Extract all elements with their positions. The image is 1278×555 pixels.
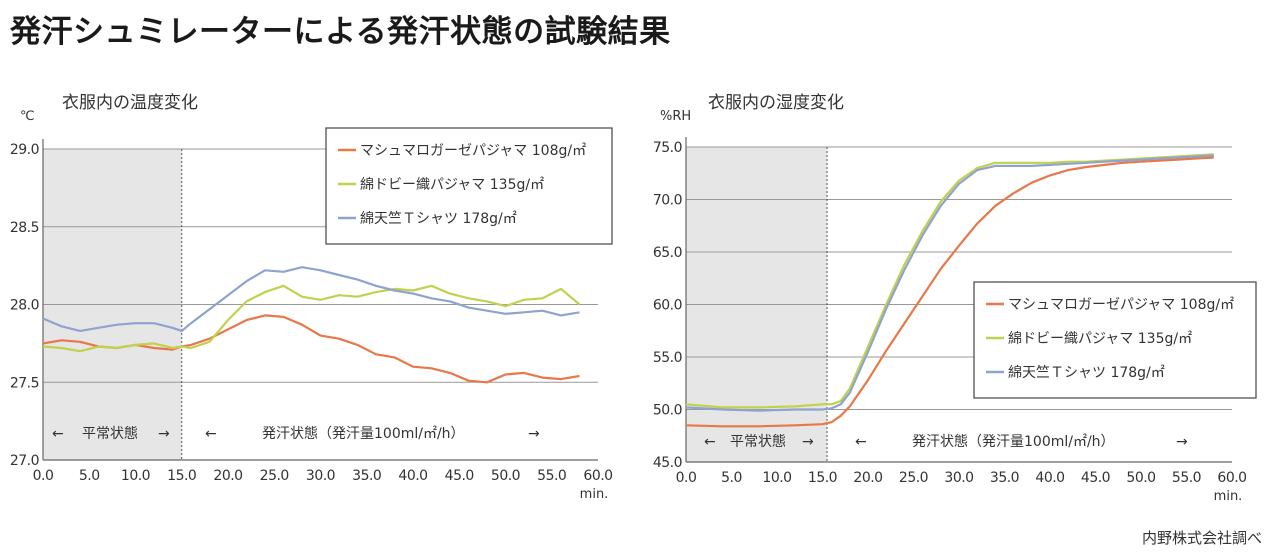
x-axis-label: min. xyxy=(580,487,609,502)
y-axis-label: %RH xyxy=(660,109,691,124)
series-line-3 xyxy=(685,154,1214,412)
chart-title: 衣服内の湿度変化 xyxy=(708,93,844,113)
arrow-right-icon: → xyxy=(802,434,814,450)
y-tick-label: 70.0 xyxy=(653,193,682,209)
legend-box xyxy=(325,127,613,245)
legend-label: 綿ドビー織パジャマ 135g/㎡ xyxy=(1008,331,1192,347)
arrow-left-icon: ← xyxy=(704,434,716,450)
y-tick-label: 75.0 xyxy=(653,140,682,156)
y-tick-label: 28.5 xyxy=(10,220,39,236)
x-tick-label: 40.0 xyxy=(398,468,427,484)
x-tick-label: 50.0 xyxy=(1126,470,1155,486)
x-tick-label: 5.0 xyxy=(721,470,742,486)
y-axis-label: ℃ xyxy=(20,109,35,124)
x-tick-label: 25.0 xyxy=(899,470,928,486)
x-tick-label: 15.0 xyxy=(808,470,837,486)
x-tick-label: 10.0 xyxy=(121,468,150,484)
x-tick-label: 40.0 xyxy=(1035,470,1064,486)
legend-label: 綿天竺Ｔシャツ 178g/㎡ xyxy=(1008,365,1165,381)
x-tick-label: 15.0 xyxy=(167,468,196,484)
x-tick-label: 60.0 xyxy=(1217,470,1246,486)
arrow-left-icon: ← xyxy=(52,426,64,442)
x-tick-label: 55.0 xyxy=(1172,470,1201,486)
arrow-right-icon: → xyxy=(1176,434,1188,450)
page-title: 発汗シュミレーターによる発汗状態の試験結果 xyxy=(10,14,671,50)
arrow-right-icon: → xyxy=(158,426,170,442)
y-tick-label: 55.0 xyxy=(653,350,682,366)
y-tick-label: 45.0 xyxy=(653,455,682,471)
y-tick-label: 65.0 xyxy=(653,245,682,261)
y-tick-label: 29.0 xyxy=(10,142,39,158)
y-tick-label: 27.5 xyxy=(10,375,39,391)
x-tick-label: 45.0 xyxy=(1081,470,1110,486)
y-tick-label: 60.0 xyxy=(653,298,682,314)
x-tick-label: 0.0 xyxy=(33,468,54,484)
x-tick-label: 0.0 xyxy=(676,470,697,486)
legend-label: マシュマロガーゼパジャマ 108g/㎡ xyxy=(360,143,586,159)
x-tick-label: 50.0 xyxy=(491,468,520,484)
x-tick-label: 20.0 xyxy=(213,468,242,484)
y-tick-label: 50.0 xyxy=(653,403,682,419)
x-tick-label: 30.0 xyxy=(306,468,335,484)
legend-label: 綿天竺Ｔシャツ 178g/㎡ xyxy=(360,211,517,227)
x-tick-label: 10.0 xyxy=(762,470,791,486)
y-tick-label: 28.0 xyxy=(10,298,39,314)
x-tick-label: 20.0 xyxy=(853,470,882,486)
arrow-right-icon: → xyxy=(528,426,540,442)
x-tick-label: 35.0 xyxy=(352,468,381,484)
arrow-left-icon: ← xyxy=(855,434,867,450)
sweat-phase-label: 発汗状態（発汗量100ml/㎡/h） xyxy=(912,434,1115,450)
legend-label: 綿ドビー織パジャマ 135g/㎡ xyxy=(360,177,544,193)
x-axis-label: min. xyxy=(1214,489,1243,504)
chart-title: 衣服内の温度変化 xyxy=(62,93,198,113)
legend-box xyxy=(973,281,1257,399)
x-tick-label: 60.0 xyxy=(583,468,612,484)
x-tick-label: 30.0 xyxy=(944,470,973,486)
normal-phase-label: 平常状態 xyxy=(82,426,138,442)
sweat-phase-label: 発汗状態（発汗量100ml/㎡/h） xyxy=(262,426,465,442)
x-tick-label: 25.0 xyxy=(260,468,289,484)
x-tick-label: 35.0 xyxy=(990,470,1019,486)
arrow-left-icon: ← xyxy=(205,426,217,442)
y-tick-label: 27.0 xyxy=(10,453,39,469)
x-tick-label: 45.0 xyxy=(445,468,474,484)
legend-label: マシュマロガーゼパジャマ 108g/㎡ xyxy=(1008,297,1234,313)
x-tick-label: 5.0 xyxy=(79,468,100,484)
x-tick-label: 55.0 xyxy=(537,468,566,484)
series-line-2 xyxy=(42,284,581,353)
series-line-1 xyxy=(685,156,1214,428)
source-note: 内野株式会社調べ xyxy=(1141,529,1262,547)
temperature-chart: 27.0 27.5 28.0 28.5 29.0 0.0 5.0 10.0 15.0 20.0 25… xyxy=(10,93,613,502)
series-line-3 xyxy=(42,266,580,332)
humidity-chart: 45.0 50.0 55.0 60.0 65.0 70.0 75.0 0.0 5.0 10.0 15… xyxy=(653,93,1257,504)
normal-phase-label: 平常状態 xyxy=(730,434,786,450)
